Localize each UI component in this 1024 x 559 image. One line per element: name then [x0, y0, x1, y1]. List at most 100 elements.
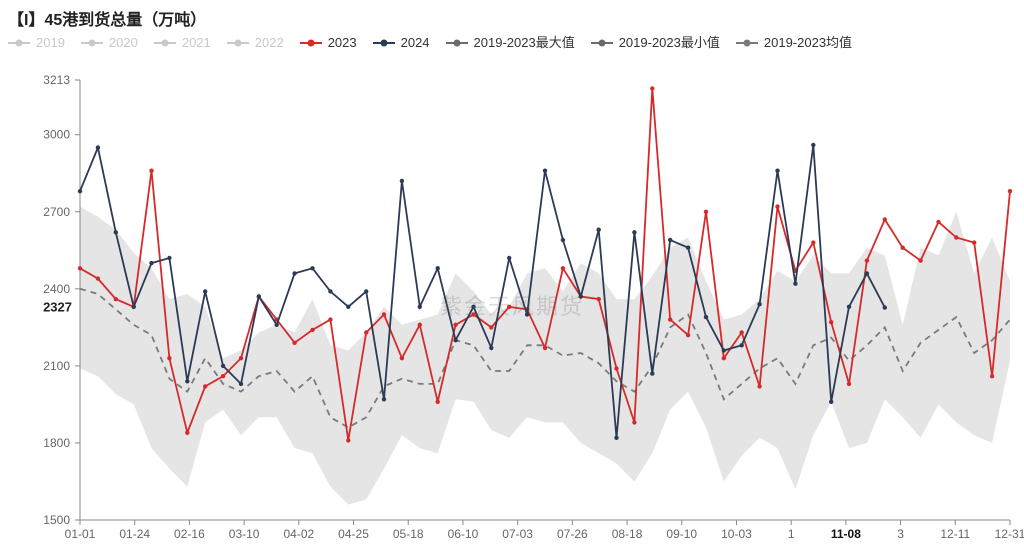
- series-2023-marker: [722, 356, 726, 360]
- series-2024-marker: [686, 246, 690, 250]
- series-2023-marker: [507, 305, 511, 309]
- series-2023-marker: [471, 312, 475, 316]
- series-2024-marker: [597, 228, 601, 232]
- series-2023-marker: [400, 356, 404, 360]
- series-2023-marker: [382, 312, 386, 316]
- series-2024-marker: [346, 305, 350, 309]
- series-2023-marker: [78, 266, 82, 270]
- series-2024-marker: [203, 289, 207, 293]
- y-tick-label: 3213: [43, 73, 70, 87]
- legend-label-y2020: 2020: [109, 36, 138, 49]
- legend-item-max[interactable]: 2019-2023最大值: [446, 36, 575, 49]
- series-2024-marker: [149, 261, 153, 265]
- x-tick-label: 01-24: [119, 527, 150, 541]
- series-2023-marker: [203, 384, 207, 388]
- series-2024-marker: [489, 346, 493, 350]
- y-tick-label: 2100: [43, 359, 70, 373]
- legend-item-y2024[interactable]: 2024: [373, 36, 430, 49]
- series-2023-marker: [185, 431, 189, 435]
- series-2024-marker: [382, 397, 386, 401]
- x-tick-label: 08-18: [612, 527, 643, 541]
- legend-item-y2020[interactable]: 2020: [81, 36, 138, 49]
- legend-label-y2021: 2021: [182, 36, 211, 49]
- legend: 2019 2020 2021 2022 2023 2024 2019-2023最大值 2019…: [0, 34, 1024, 55]
- chart-area: 1500180021002400270030003213232701-0101-…: [0, 70, 1024, 559]
- x-tick-label: 12-31: [995, 527, 1024, 541]
- series-2023-marker: [1008, 189, 1012, 193]
- y-focus-label: 2327: [43, 300, 72, 315]
- series-2024-marker: [167, 256, 171, 260]
- x-tick-label: 04-02: [283, 527, 314, 541]
- series-2024-marker: [614, 436, 618, 440]
- x-tick-label: 07-03: [502, 527, 533, 541]
- series-2024-marker: [811, 143, 815, 147]
- series-2023-marker: [901, 246, 905, 250]
- series-2024-marker: [561, 238, 565, 242]
- series-2024-marker: [400, 179, 404, 183]
- x-tick-label: 1: [788, 527, 795, 541]
- legend-item-y2021[interactable]: 2021: [154, 36, 211, 49]
- series-2024-marker: [471, 305, 475, 309]
- y-tick-label: 1800: [43, 436, 70, 450]
- series-2023-marker: [597, 297, 601, 301]
- legend-swatch-y2022: [227, 38, 249, 48]
- x-tick-label: 04-25: [338, 527, 369, 541]
- series-2023-marker: [990, 374, 994, 378]
- legend-item-min[interactable]: 2019-2023最小值: [591, 36, 720, 49]
- series-2023-marker: [96, 276, 100, 280]
- y-tick-label: 2400: [43, 282, 70, 296]
- x-tick-label: 3: [897, 527, 904, 541]
- x-tick-label: 05-18: [393, 527, 424, 541]
- series-2023-marker: [489, 325, 493, 329]
- legend-item-y2023[interactable]: 2023: [300, 36, 357, 49]
- x-tick-label: 06-10: [448, 527, 479, 541]
- legend-label-min: 2019-2023最小值: [619, 36, 720, 49]
- series-2024-marker: [436, 266, 440, 270]
- series-2024-marker: [757, 302, 761, 306]
- legend-swatch-y2019: [8, 38, 30, 48]
- series-2023-marker: [865, 258, 869, 262]
- legend-label-y2022: 2022: [255, 36, 284, 49]
- series-2023-marker: [328, 317, 332, 321]
- series-2024-marker: [114, 230, 118, 234]
- series-2024-marker: [96, 145, 100, 149]
- x-tick-label: 09-10: [666, 527, 697, 541]
- series-2024-marker: [525, 312, 529, 316]
- series-2023-marker: [221, 374, 225, 378]
- series-2024-marker: [543, 169, 547, 173]
- series-2023-marker: [704, 210, 708, 214]
- series-2023-marker: [292, 341, 296, 345]
- series-2023-marker: [114, 297, 118, 301]
- legend-item-y2019[interactable]: 2019: [8, 36, 65, 49]
- series-2024-marker: [775, 169, 779, 173]
- series-2024-marker: [632, 230, 636, 234]
- series-2023-marker: [650, 86, 654, 90]
- series-2024-marker: [328, 289, 332, 293]
- series-2023-marker: [436, 400, 440, 404]
- x-tick-label: 12-11: [940, 527, 970, 541]
- series-2023-marker: [614, 366, 618, 370]
- series-2023-marker: [686, 333, 690, 337]
- legend-item-y2022[interactable]: 2022: [227, 36, 284, 49]
- legend-swatch-max: [446, 38, 468, 48]
- legend-item-mean[interactable]: 2019-2023均值: [736, 36, 852, 49]
- series-2023-marker: [829, 320, 833, 324]
- legend-swatch-min: [591, 38, 613, 48]
- x-tick-label: 03-10: [229, 527, 260, 541]
- series-2023-marker: [453, 323, 457, 327]
- x-tick-label: 11-08: [831, 527, 861, 541]
- legend-label-y2024: 2024: [401, 36, 430, 49]
- x-tick-label: 02-16: [174, 527, 205, 541]
- legend-label-y2023: 2023: [328, 36, 357, 49]
- series-2024-marker: [704, 315, 708, 319]
- y-tick-label: 1500: [43, 513, 70, 527]
- series-2023-marker: [811, 240, 815, 244]
- series-2023-marker: [418, 323, 422, 327]
- series-2023-marker: [149, 169, 153, 173]
- series-2023-marker: [883, 217, 887, 221]
- series-2023-marker: [310, 328, 314, 332]
- series-2023-marker: [561, 266, 565, 270]
- series-2023-marker: [740, 330, 744, 334]
- series-2024-marker: [579, 294, 583, 298]
- y-tick-label: 2700: [43, 205, 70, 219]
